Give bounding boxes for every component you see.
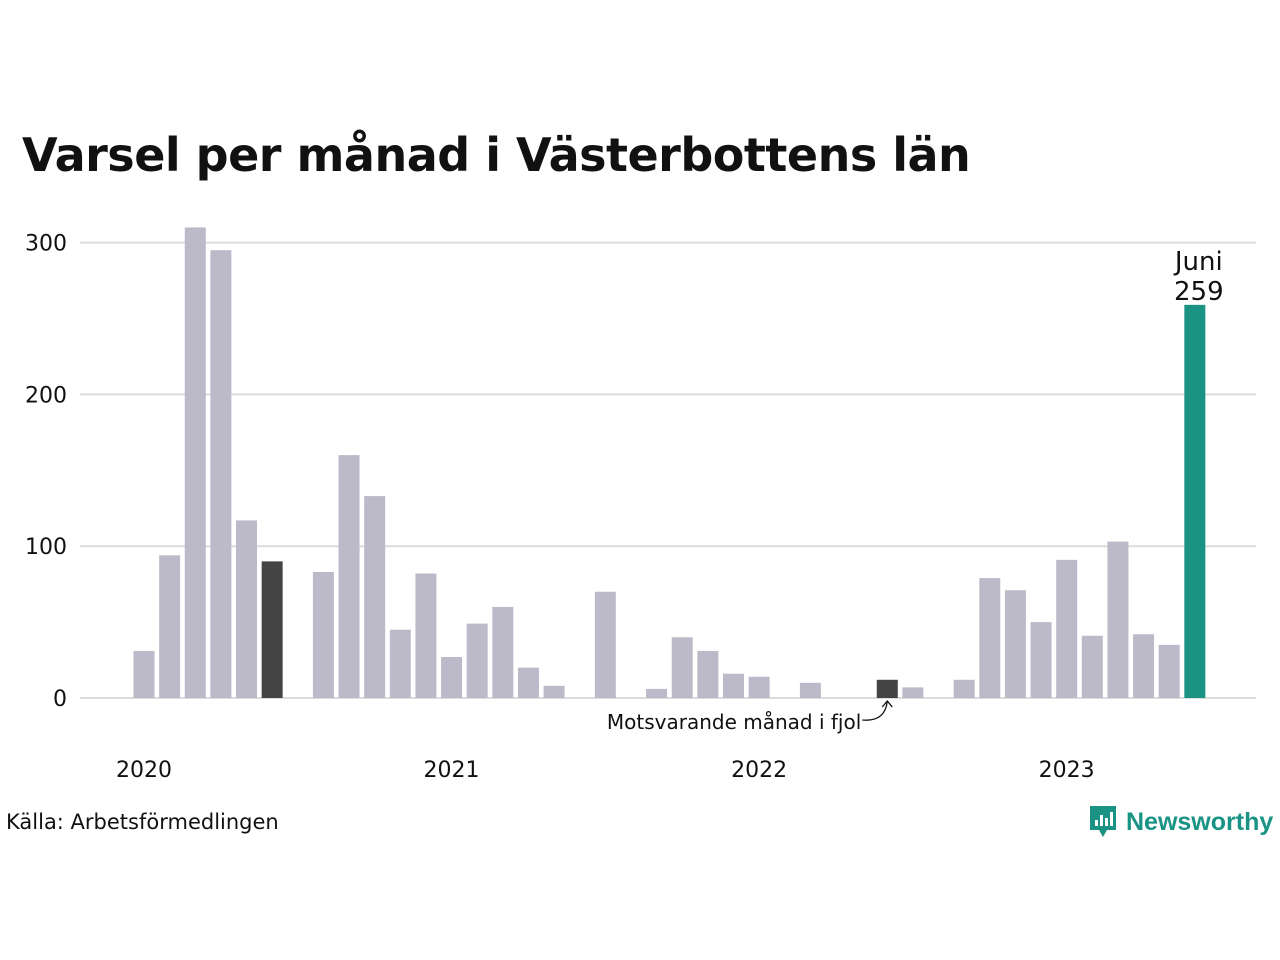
x-tick-label: 2021: [424, 758, 480, 783]
bar: [979, 578, 1001, 698]
bar: [1030, 622, 1052, 698]
y-tick-label: 0: [53, 687, 67, 712]
bar: [646, 688, 668, 698]
bar: [748, 676, 770, 698]
y-tick-label: 300: [25, 232, 67, 257]
bars: [133, 227, 1206, 699]
y-axis-ticks: 0 100 200 300: [25, 232, 67, 712]
bar: [466, 623, 488, 698]
annotation-arrowhead: [881, 699, 893, 708]
x-tick-label: 2023: [1039, 758, 1095, 783]
annotation-text: Motsvarande månad i fjol: [607, 710, 861, 734]
bar: [1107, 541, 1129, 698]
bar: [441, 657, 463, 698]
newsworthy-logo: Newsworthy: [1088, 804, 1273, 840]
bar: [594, 591, 616, 698]
chart-title: Varsel per månad i Västerbottens län: [22, 128, 971, 182]
bar: [722, 673, 744, 698]
annotation: Motsvarande månad i fjol: [607, 699, 893, 734]
bar: [1004, 590, 1026, 698]
bar: [184, 227, 206, 699]
bar: [389, 629, 411, 698]
bar-same-month-prior-year: [876, 679, 898, 698]
bar: [1056, 559, 1078, 698]
y-tick-label: 200: [25, 383, 67, 408]
bar: [492, 606, 514, 698]
bar: [159, 555, 181, 698]
bar: [364, 496, 386, 698]
bar: [210, 250, 232, 698]
bar: [953, 679, 975, 698]
y-tick-label: 100: [25, 535, 67, 560]
x-axis-ticks: 2020 2021 2022 2023: [116, 758, 1095, 783]
bar: [671, 637, 693, 698]
bar: [236, 520, 258, 698]
bar: [543, 685, 565, 698]
bar: [338, 455, 360, 698]
brand-name: Newsworthy: [1126, 807, 1274, 836]
source-label: Källa: Arbetsförmedlingen: [6, 810, 279, 834]
highlight-value-label: 259: [1174, 277, 1224, 307]
x-tick-label: 2022: [731, 758, 787, 783]
bar: [697, 650, 719, 698]
annotation-arrow: [862, 700, 888, 721]
highlight-month-label: Juni: [1173, 247, 1223, 277]
highlight-labels: Juni 259: [1173, 247, 1224, 307]
bar: [1081, 635, 1103, 698]
bar: [415, 573, 437, 698]
newsworthy-logo-icon: [1090, 806, 1116, 837]
bar: [133, 650, 155, 698]
bar: [517, 667, 539, 698]
bar: [902, 687, 924, 698]
bar-same-month-prior-year: [261, 561, 283, 698]
bar: [1133, 634, 1155, 698]
bar: [1158, 644, 1180, 698]
bar: [799, 682, 821, 698]
bar-current-month: [1184, 304, 1206, 698]
x-tick-label: 2020: [116, 758, 172, 783]
bar: [312, 572, 334, 698]
